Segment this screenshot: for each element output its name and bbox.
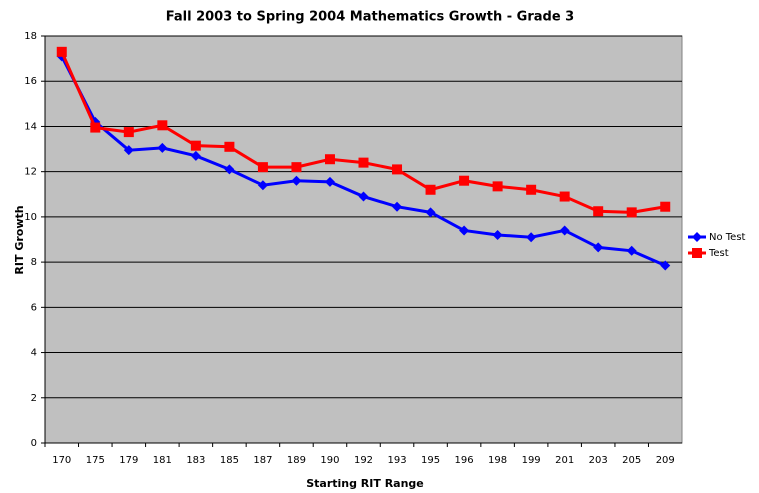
x-tick-label: 190 [320, 455, 339, 466]
data-point [660, 201, 671, 212]
legend-marker [692, 248, 702, 258]
chart-title: Fall 2003 to Spring 2004 Mathematics Gro… [166, 10, 574, 25]
data-point [626, 245, 637, 256]
x-tick-label: 195 [421, 455, 440, 466]
y-tick-label: 6 [31, 302, 37, 313]
data-point [526, 232, 537, 243]
data-point [291, 175, 302, 186]
data-point [358, 157, 369, 168]
data-point [190, 150, 201, 161]
y-tick-label: 16 [24, 76, 37, 87]
x-tick-label: 185 [220, 455, 239, 466]
x-tick-label: 175 [86, 455, 105, 466]
data-point [224, 164, 235, 175]
data-point [459, 225, 470, 236]
data-point [157, 142, 168, 153]
legend-marker [692, 232, 702, 242]
data-point [90, 122, 101, 133]
data-point [291, 162, 302, 173]
data-point [593, 206, 604, 217]
x-tick-label: 189 [287, 455, 306, 466]
x-tick-label: 192 [354, 455, 373, 466]
data-point [425, 184, 436, 195]
x-tick-label: 198 [488, 455, 507, 466]
data-point [190, 140, 201, 151]
data-point [157, 120, 168, 131]
x-tick-label: 193 [387, 455, 406, 466]
data-point [123, 145, 134, 156]
y-tick-label: 10 [24, 212, 37, 223]
data-point [257, 180, 268, 191]
x-tick-label: 170 [52, 455, 71, 466]
data-point [56, 46, 67, 57]
y-tick-label: 8 [31, 257, 37, 268]
x-tick-label: 183 [186, 455, 205, 466]
x-tick-label: 209 [656, 455, 675, 466]
y-axis-title: RIT Growth [13, 205, 26, 274]
data-point [559, 225, 570, 236]
data-point [492, 181, 503, 192]
x-tick-label: 203 [589, 455, 608, 466]
legend-label: Test [708, 248, 729, 259]
data-point [324, 176, 335, 187]
y-tick-label: 2 [31, 393, 37, 404]
x-tick-label: 181 [153, 455, 172, 466]
data-point [626, 207, 637, 218]
data-point [392, 201, 403, 212]
data-point [392, 164, 403, 175]
data-point [257, 162, 268, 173]
legend-label: No Test [709, 232, 746, 243]
x-tick-label: 205 [622, 455, 641, 466]
y-tick-label: 4 [31, 348, 37, 359]
data-point [358, 191, 369, 202]
x-tick-label: 187 [253, 455, 272, 466]
data-point [593, 242, 604, 253]
x-tick-label: 196 [455, 455, 474, 466]
y-tick-label: 12 [24, 167, 37, 178]
plot-area [44, 35, 683, 444]
y-tick-label: 18 [24, 31, 37, 42]
x-axis-title: Starting RIT Range [306, 477, 424, 490]
data-point [324, 154, 335, 165]
data-point [123, 127, 134, 138]
y-tick-label: 0 [31, 438, 37, 449]
data-point [660, 260, 671, 271]
x-tick-label: 201 [555, 455, 574, 466]
y-tick-label: 14 [24, 121, 37, 132]
x-tick-label: 199 [522, 455, 541, 466]
data-point [459, 175, 470, 186]
data-point [559, 191, 570, 202]
data-point [526, 184, 537, 195]
data-point [425, 207, 436, 218]
data-point [224, 141, 235, 152]
x-tick-label: 179 [119, 455, 138, 466]
data-point [492, 229, 503, 240]
